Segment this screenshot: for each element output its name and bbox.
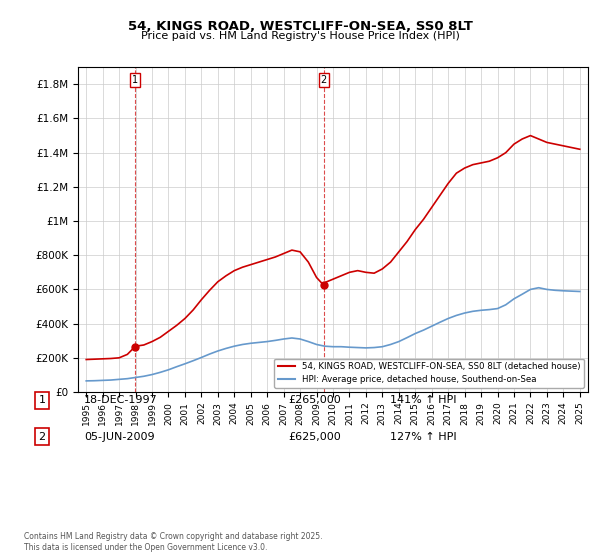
Text: 1: 1 <box>38 395 46 405</box>
Text: £265,000: £265,000 <box>288 395 341 405</box>
Text: 2: 2 <box>38 432 46 442</box>
Text: 141% ↑ HPI: 141% ↑ HPI <box>390 395 457 405</box>
Text: 05-JUN-2009: 05-JUN-2009 <box>84 432 155 442</box>
Text: 54, KINGS ROAD, WESTCLIFF-ON-SEA, SS0 8LT: 54, KINGS ROAD, WESTCLIFF-ON-SEA, SS0 8L… <box>128 20 472 32</box>
Text: 18-DEC-1997: 18-DEC-1997 <box>84 395 158 405</box>
Legend: 54, KINGS ROAD, WESTCLIFF-ON-SEA, SS0 8LT (detached house), HPI: Average price, : 54, KINGS ROAD, WESTCLIFF-ON-SEA, SS0 8L… <box>274 358 584 388</box>
Text: 1: 1 <box>132 75 138 85</box>
Text: Price paid vs. HM Land Registry's House Price Index (HPI): Price paid vs. HM Land Registry's House … <box>140 31 460 41</box>
Text: 2: 2 <box>320 75 327 85</box>
Text: Contains HM Land Registry data © Crown copyright and database right 2025.
This d: Contains HM Land Registry data © Crown c… <box>24 532 323 552</box>
Text: 127% ↑ HPI: 127% ↑ HPI <box>390 432 457 442</box>
Text: £625,000: £625,000 <box>288 432 341 442</box>
